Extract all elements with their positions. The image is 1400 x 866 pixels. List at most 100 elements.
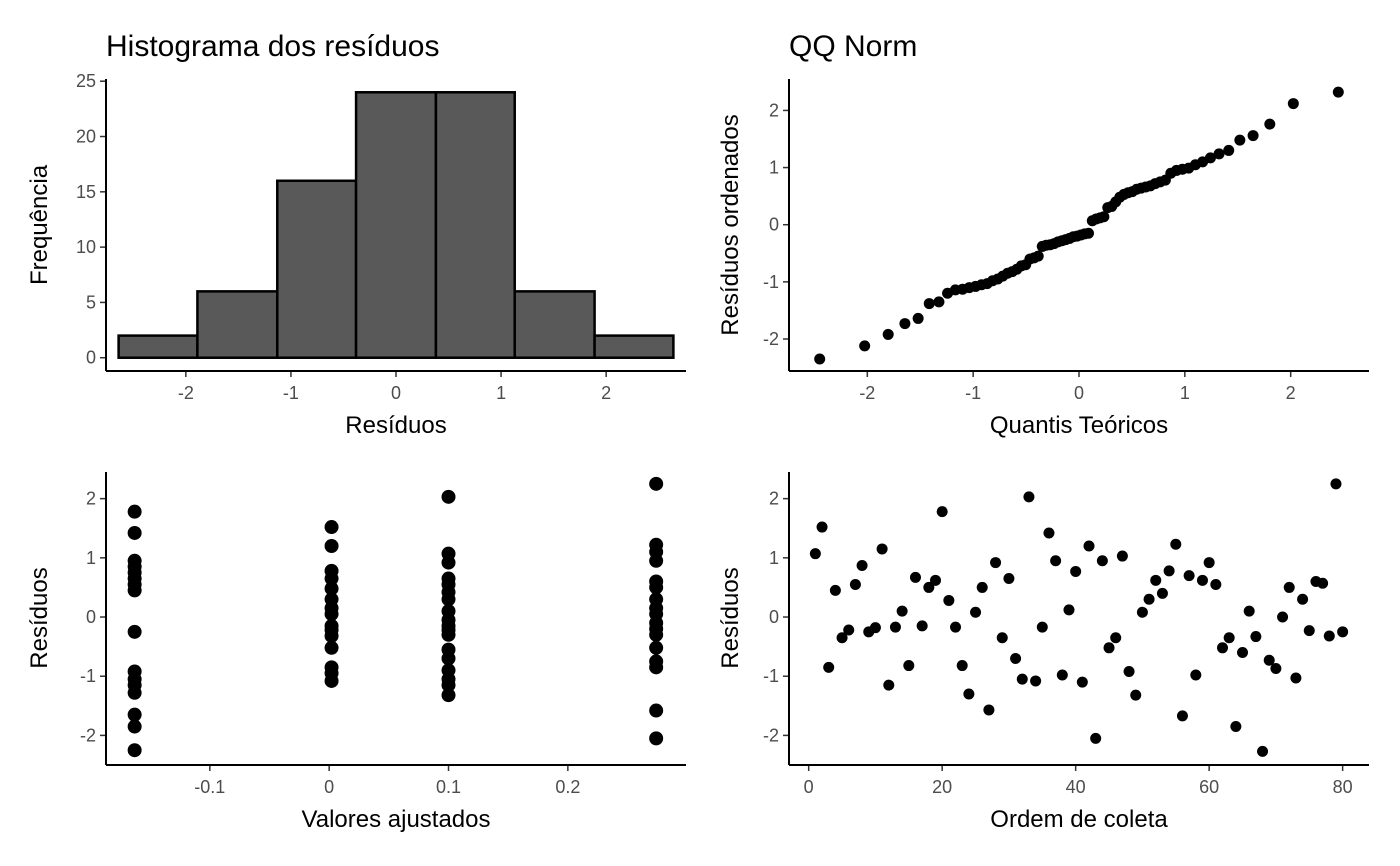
qq-point xyxy=(899,318,911,330)
order-point xyxy=(1090,732,1102,744)
fitted-point xyxy=(441,555,456,570)
order-point xyxy=(1243,605,1255,617)
order-point xyxy=(823,661,835,673)
fitted-point xyxy=(441,592,456,607)
order-point xyxy=(1136,606,1148,618)
order-point xyxy=(809,548,821,560)
qq-point xyxy=(1032,250,1044,262)
qq-point xyxy=(1287,98,1299,110)
qq-point xyxy=(882,328,894,340)
order-point xyxy=(1190,669,1202,681)
histogram-x-tick-label: -1 xyxy=(283,383,299,403)
order-x-label: Ordem de coleta xyxy=(990,806,1168,833)
order-y-tick-label: 2 xyxy=(769,489,779,509)
fitted-y-label: Resíduos xyxy=(26,567,53,668)
order-y-ticks: -2 -1 0 1 2 xyxy=(763,489,789,745)
fitted-y-tick-label: 0 xyxy=(86,607,96,627)
histogram-y-tick-label: 25 xyxy=(76,71,96,91)
order-point xyxy=(1056,669,1068,681)
fitted-x-tick-label: 0.1 xyxy=(436,777,461,797)
histogram-x-tick-label: 1 xyxy=(496,383,506,403)
fitted-point xyxy=(324,640,339,655)
fitted-point xyxy=(127,685,142,700)
qq-points xyxy=(814,86,1344,365)
fitted-point xyxy=(649,703,664,718)
order-point xyxy=(1063,604,1075,616)
order-point xyxy=(909,571,921,583)
order-point xyxy=(1163,565,1175,577)
histogram-x-ticks: -2 -1 0 1 2 xyxy=(178,371,611,403)
fitted-point xyxy=(441,651,456,666)
fitted-point xyxy=(441,627,456,642)
order-point xyxy=(1196,574,1208,586)
order-y-tick-label: 1 xyxy=(769,548,779,568)
order-point xyxy=(869,622,881,634)
qq-point xyxy=(859,340,871,352)
fitted-x-tick-label: 0 xyxy=(324,777,334,797)
order-point xyxy=(1010,652,1022,664)
order-point xyxy=(1263,654,1275,666)
histogram-y-tick-label: 0 xyxy=(86,348,96,368)
fitted-point xyxy=(324,520,339,535)
order-points xyxy=(809,478,1349,757)
order-point xyxy=(843,624,855,636)
order-point xyxy=(1323,630,1335,642)
histogram-y-label: Frequência xyxy=(26,164,53,285)
residuals-vs-fitted-panel: -0.1 0 0.1 0.2 -2 -1 0 1 2 Valores ajustados Re… xyxy=(26,472,686,833)
order-point xyxy=(856,560,868,572)
order-point xyxy=(956,660,968,672)
order-x-tick-label: 0 xyxy=(804,777,814,797)
histogram-x-tick-label: -2 xyxy=(178,383,194,403)
order-point xyxy=(1103,642,1115,654)
histogram-panel: Histograma dos resíduos -2 -1 0 1 2 0 5 10 15 20… xyxy=(26,30,686,439)
order-point xyxy=(1277,611,1289,623)
histogram-bar xyxy=(196,290,279,359)
fitted-point xyxy=(441,678,456,693)
fitted-point xyxy=(324,538,339,553)
order-point xyxy=(1070,565,1082,577)
histogram-y-tick-label: 5 xyxy=(86,292,96,312)
order-x-ticks: 0 20 40 60 80 xyxy=(804,765,1353,797)
histogram-bar xyxy=(434,91,516,359)
histogram-bar xyxy=(354,91,438,359)
fitted-y-tick-label: -2 xyxy=(80,725,96,745)
histogram-x-tick-label: 0 xyxy=(391,383,401,403)
fitted-point xyxy=(649,476,664,491)
fitted-point xyxy=(324,581,339,596)
order-y-label: Resíduos xyxy=(717,567,744,668)
qq-point xyxy=(923,298,935,310)
order-point xyxy=(1170,538,1182,550)
qq-point xyxy=(1098,211,1110,223)
fitted-point xyxy=(649,627,664,642)
order-point xyxy=(1123,665,1135,677)
qq-y-tick-label: 1 xyxy=(769,158,779,178)
order-point xyxy=(1150,574,1162,586)
order-x-tick-label: 40 xyxy=(1066,777,1086,797)
order-point xyxy=(1210,578,1222,590)
qq-point xyxy=(1082,227,1094,239)
qq-point xyxy=(933,296,945,308)
order-point xyxy=(1203,557,1215,569)
qq-x-tick-label: 2 xyxy=(1286,383,1296,403)
residuals-vs-order-panel: 0 20 40 60 80 -2 -1 0 1 2 Ordem de coleta Resídu… xyxy=(717,472,1369,833)
fitted-point xyxy=(127,525,142,540)
fitted-y-tick-label: -1 xyxy=(80,666,96,686)
histogram-x-label: Resíduos xyxy=(345,412,446,439)
qq-x-tick-label: -1 xyxy=(965,383,981,403)
qq-point xyxy=(1204,152,1216,164)
histogram-bar xyxy=(276,179,358,359)
order-point xyxy=(836,632,848,644)
order-point xyxy=(923,581,935,593)
histogram-bar xyxy=(513,290,596,359)
order-x-tick-label: 60 xyxy=(1199,777,1219,797)
histogram-bar xyxy=(117,334,199,359)
fitted-point xyxy=(127,624,142,639)
fitted-x-label: Valores ajustados xyxy=(302,806,491,833)
order-point xyxy=(889,621,901,633)
order-y-tick-label: 0 xyxy=(769,607,779,627)
order-point xyxy=(1130,689,1142,701)
fitted-points xyxy=(127,476,664,758)
histogram-x-tick-label: 2 xyxy=(601,383,611,403)
order-point xyxy=(1110,632,1122,644)
